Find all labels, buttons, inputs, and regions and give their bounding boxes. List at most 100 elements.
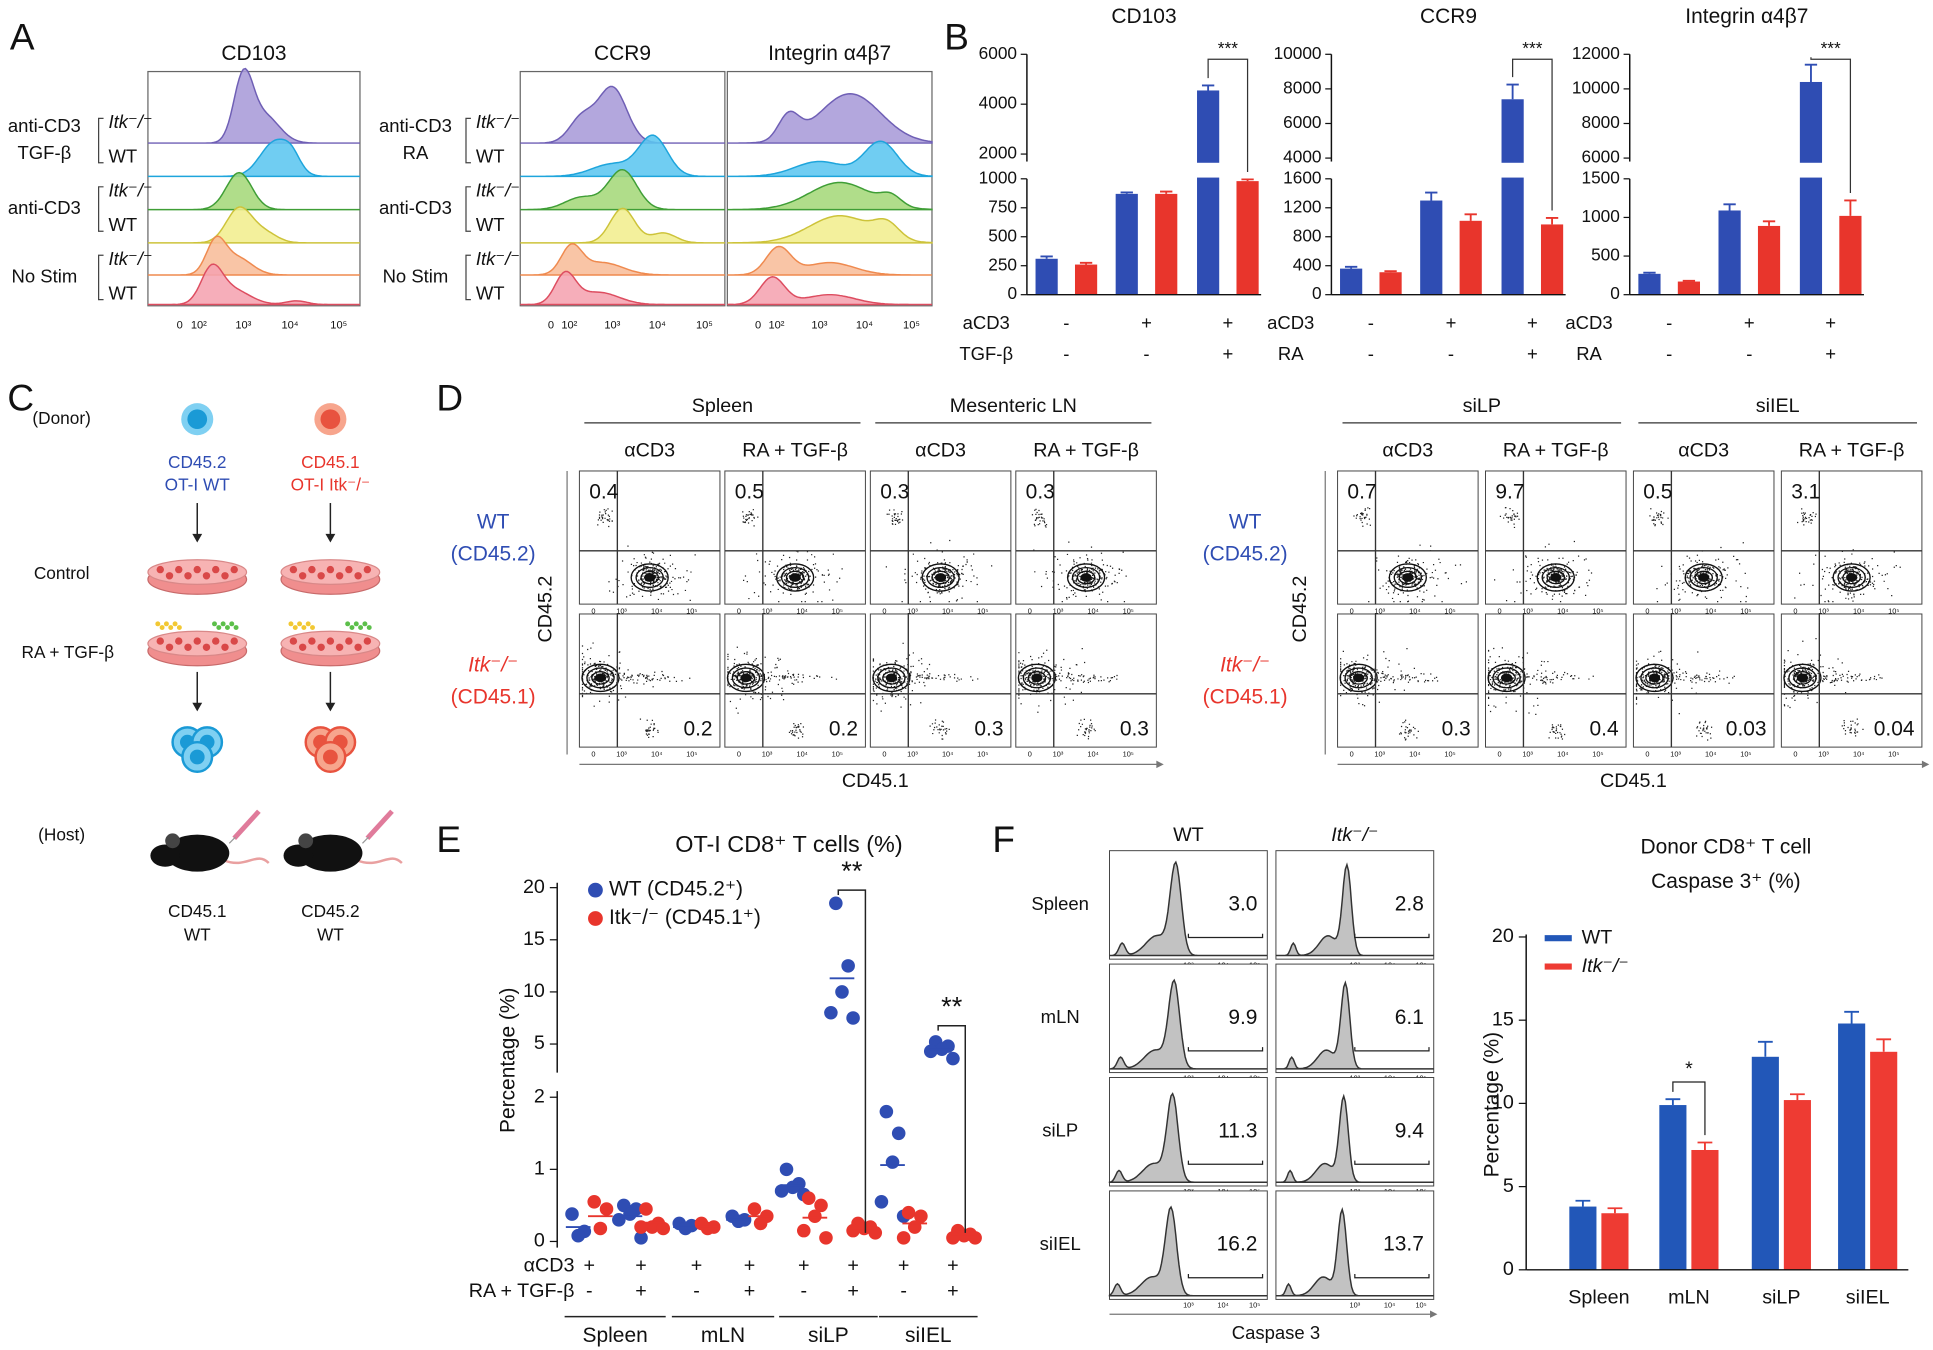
mouse-head [283,844,314,867]
contour [885,673,898,683]
legend-label: Itk⁻/⁻ [1582,955,1629,977]
dish-cell [184,572,192,580]
dish-cell [193,637,201,645]
y-tick-label: 0 [1007,283,1017,303]
contour [1788,667,1817,689]
significance: *** [1522,38,1542,58]
data-point [914,1209,928,1224]
contour [594,673,607,683]
histogram-frame [1109,1077,1268,1187]
bar [1751,1056,1779,1270]
histogram-frame [1109,850,1268,960]
data-point [587,1195,601,1209]
dish-cell [230,637,238,645]
y-tick-label: 10 [1492,1092,1514,1114]
contour [1846,573,1858,582]
contour [1635,663,1674,693]
axis-tick-label: 10⁴ [1705,606,1716,615]
bar [1569,1206,1597,1270]
factor-dot [297,621,303,627]
flow-plot [724,470,866,605]
data-point [829,896,843,911]
quadrant-value: 0.2 [683,717,712,740]
row-mark: + [635,1280,647,1302]
legend-label: WT (CD45.2⁺) [609,878,743,901]
factor-dot [301,625,307,631]
contour [882,671,901,685]
histogram [147,171,360,211]
axis-tick-label: 10⁴ [1557,606,1568,615]
data-point [907,1220,922,1234]
factor-dot [288,621,294,627]
contour [1793,671,1812,685]
axis-tick-label: 10⁴ [649,319,666,331]
axis-tick-label: 10³ [1670,606,1681,615]
axis-tick-label: 0 [737,606,741,615]
panel-letter: B [944,16,969,57]
error-bar [1384,270,1397,273]
histogram-frame [1275,1077,1435,1187]
row-mark: - [1063,312,1069,333]
row-label: RA [1576,343,1602,364]
data-point [599,1202,614,1216]
factor-dot [163,621,169,627]
bar [1601,1213,1629,1270]
row-label: αCD3 [524,1254,575,1276]
row-mark: + [635,1254,647,1276]
gate [1187,1274,1264,1279]
gate [1187,1047,1264,1052]
row-label: aCD3 [1565,312,1612,333]
axis-tick-label: 10⁵ [696,319,713,331]
axis-tick-label: 0 [1028,606,1032,615]
bracket [465,186,471,232]
row-mark: + [691,1254,703,1276]
contour [740,673,752,683]
axis-tick-label: 10⁴ [1853,606,1864,615]
bar [1540,224,1564,295]
axis-tick-label: 0 [591,749,595,758]
row-mark: - [586,1280,593,1302]
axis-tick-label: 10³ [907,749,918,758]
y-tick-label: 15 [523,928,545,950]
axis-tick-label: 10⁵ [1888,749,1899,758]
bar [1340,268,1363,295]
gate-value: 13.7 [1383,1233,1424,1256]
host-label: CD45.2 [301,901,360,921]
axis-tick-label: 10³ [1818,606,1829,615]
host-cell-core [322,749,338,765]
axis-tick-label: 0 [1645,606,1649,615]
genotype-label: WT [476,146,505,167]
arrow-head [325,702,336,712]
quadrant-value: 0.3 [1026,481,1055,504]
y-tick-label: 800 [1293,225,1322,245]
contour [877,667,906,689]
row-label: RA [1278,343,1304,364]
factor-dot [159,625,165,631]
significance-bracket [1672,1081,1706,1136]
data-point [645,1220,659,1234]
dish-cell [221,643,229,651]
axis-tick-label: 10³ [1053,606,1064,615]
flow-plot [1632,470,1775,605]
row-mark: - [1666,343,1672,364]
tissue-header: siLP [1463,395,1501,417]
mouse-ear [298,833,314,849]
step-label: (Host) [38,824,85,844]
genotype-label: WT [476,283,505,304]
bar [1691,1149,1719,1270]
genotype-label: WT [476,214,505,235]
significance-bracket [1207,58,1249,172]
axis-tick-label: 10⁵ [1592,606,1603,615]
y-tick-label: 6000 [1283,112,1321,132]
data-point [879,1104,894,1119]
y-tick-label: 6000 [1581,147,1619,167]
quadrant-value: 3.1 [1791,481,1820,504]
contour [1832,563,1871,592]
significance: ** [841,855,863,886]
axis-tick-label: 10⁴ [796,749,807,758]
dish-cell [326,565,335,574]
bar [1718,210,1741,295]
tissue-header: siIEL [1756,395,1800,417]
contour [872,663,911,693]
